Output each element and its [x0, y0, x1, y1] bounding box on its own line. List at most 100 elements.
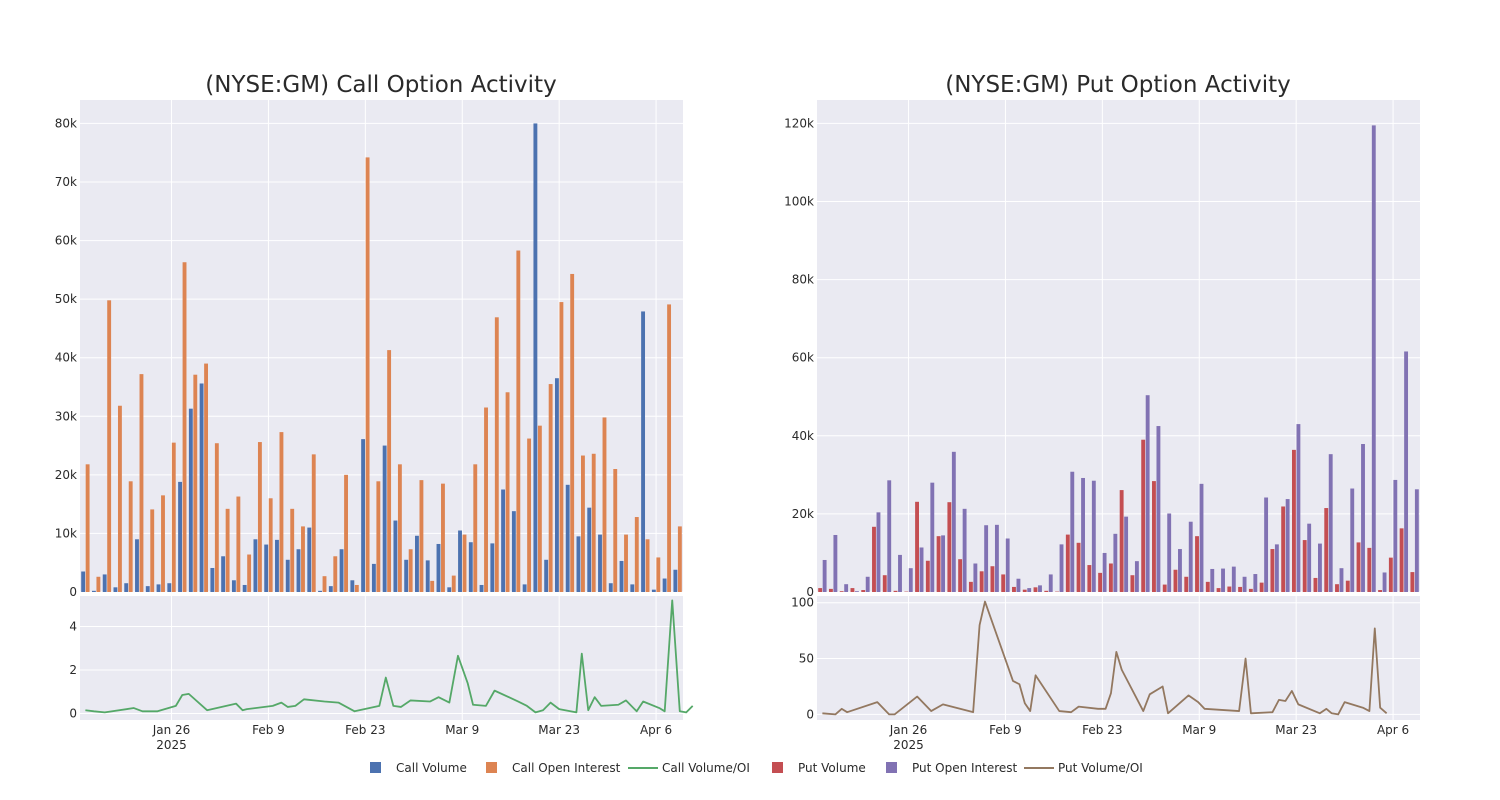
put-volume-bar [861, 590, 866, 592]
call-open-interest-bar [570, 273, 575, 592]
call-volume-bar [468, 542, 473, 592]
put-open-interest-bar [1145, 395, 1150, 592]
put-panel: (NYSE:GM) Put Option Activity 0 20k 40k 60k… [784, 72, 1420, 752]
put-open-interest-bar [1124, 516, 1129, 592]
put-x-tick-label: Mar 23 [1275, 723, 1317, 737]
call-panel: (NYSE:GM) Call Option Activity 0 10k 20k 30… [55, 72, 694, 752]
put-volume-bar [1087, 565, 1092, 592]
put-volume-bar [1324, 508, 1329, 592]
call-volume-bar [91, 590, 96, 592]
call-open-interest-bar [301, 526, 305, 592]
call-y-tick-label: 0 [69, 585, 77, 599]
call-y-tick-label: 20k [55, 468, 77, 482]
put-open-interest-bar [1199, 483, 1204, 592]
put-ratio-y-tick-label: 0 [806, 707, 814, 721]
put-open-interest-bar [962, 508, 967, 592]
call-open-interest-bar [139, 374, 144, 592]
call-volume-bar [382, 445, 387, 592]
call-y-tick-label: 10k [55, 526, 77, 540]
put-open-interest-bar [1318, 543, 1322, 592]
call-open-interest-bar [387, 350, 392, 592]
call-y-tick-label: 60k [55, 234, 77, 248]
put-volume-bar [850, 588, 855, 592]
put-volume-bar [1119, 490, 1124, 592]
call-x-tick-label: Mar 23 [538, 723, 580, 737]
put-open-interest-bar [1081, 477, 1085, 592]
put-x-tick-label: Mar 9 [1182, 723, 1216, 737]
call-ratio-y-tick-label: 2 [69, 663, 77, 677]
put-volume-bar [915, 501, 919, 592]
put-volume-bar [1173, 569, 1178, 592]
put-volume-bar [1065, 534, 1070, 592]
call-open-interest-bar [354, 584, 359, 592]
call-x-tick-label: Feb 23 [345, 723, 385, 737]
call-open-interest-bar [257, 442, 262, 592]
call-open-interest-bar [193, 374, 198, 592]
put-open-interest-bar [1274, 544, 1279, 592]
call-volume-bar [651, 589, 656, 592]
call-open-interest-bar [397, 464, 402, 592]
put-open-interest-bar [1393, 479, 1398, 592]
call-open-interest-bar [322, 576, 327, 592]
put-open-interest-bar [930, 482, 935, 592]
put-volume-bar [1216, 588, 1221, 592]
call-volume-bar [662, 578, 667, 592]
put-volume-bar [1022, 589, 1027, 592]
put-open-interest-bar [1113, 533, 1118, 592]
call-y-tick-label: 50k [55, 292, 77, 306]
put-open-interest-bar [951, 451, 956, 592]
call-y-tick-label: 70k [55, 175, 77, 189]
put-y-tick-label: 20k [792, 507, 814, 521]
call-open-interest-bar [527, 438, 532, 592]
put-volume-bar [1076, 542, 1081, 592]
call-volume-bar [188, 408, 193, 592]
call-open-interest-bar [473, 464, 478, 592]
call-open-interest-bar [484, 407, 488, 592]
call-volume-bar [221, 556, 226, 592]
put-open-interest-bar [1059, 544, 1064, 592]
call-open-interest-bar [667, 304, 672, 592]
legend-label: Put Open Interest [912, 761, 1018, 775]
legend-swatch [772, 762, 783, 773]
call-volume-bar [630, 584, 635, 592]
call-volume-bar [135, 539, 139, 592]
put-bars [818, 125, 1419, 592]
put-volume-bar [947, 502, 952, 592]
call-y-tick-label: 80k [55, 116, 77, 130]
put-x-tick-label: Jan 26 [889, 723, 928, 737]
put-open-interest-bar [1296, 424, 1301, 592]
put-open-interest-bar [1264, 497, 1269, 592]
put-x-tick-label: Feb 9 [989, 723, 1022, 737]
put-open-interest-bar [1027, 588, 1032, 592]
put-ratio-y-tick-label: 100 [791, 596, 814, 610]
call-ratio-y-tick-label: 4 [69, 619, 77, 633]
put-volume-bar [1356, 542, 1361, 592]
put-volume-bar [882, 575, 887, 592]
put-volume-bar [968, 581, 973, 592]
put-open-interest-bar [1404, 351, 1409, 592]
legend-swatch [486, 762, 497, 773]
legend-label: Call Volume/OI [662, 761, 750, 775]
put-volume-bar [1098, 572, 1103, 592]
call-volume-bar [501, 489, 506, 592]
legend: Call Volume Call Open Interest Call Volume… [370, 761, 1143, 775]
put-open-interest-bar [844, 584, 849, 592]
call-volume-bar [641, 311, 646, 592]
call-open-interest-bar [537, 425, 542, 592]
call-volume-bar [404, 559, 409, 592]
put-open-interest-bar [1371, 125, 1376, 592]
put-volume-bar [1410, 572, 1415, 592]
put-y-tick-label: 40k [792, 429, 814, 443]
put-open-interest-bar [1339, 568, 1344, 592]
put-open-interest-bar [1005, 538, 1010, 592]
call-open-interest-bar [128, 481, 133, 592]
call-open-interest-bar [494, 317, 499, 592]
call-volume-bar [199, 383, 204, 592]
put-open-interest-bar [994, 524, 999, 592]
put-volume-bar [1335, 584, 1339, 592]
call-volume-bar [533, 123, 538, 592]
call-x-tick-label: Jan 26 [152, 723, 191, 737]
put-y-tick-label: 80k [792, 273, 814, 287]
put-volume-bar [1259, 582, 1264, 592]
